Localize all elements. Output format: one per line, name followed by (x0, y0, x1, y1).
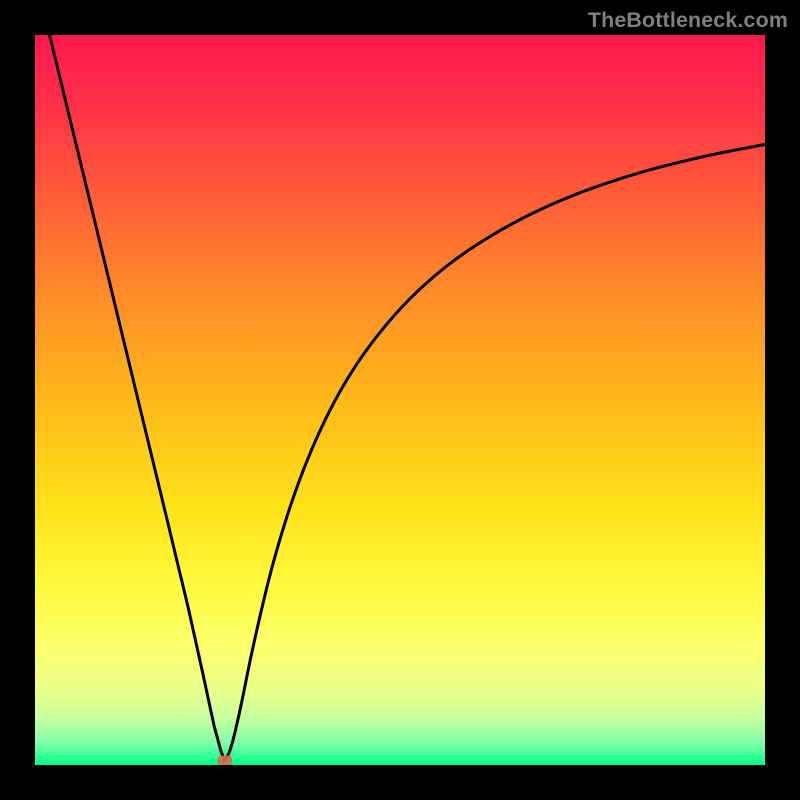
minimum-marker (218, 756, 233, 765)
curve-layer (35, 35, 765, 765)
plot-area (35, 35, 765, 765)
chart-frame: TheBottleneck.com (0, 0, 800, 800)
bottleneck-curve (50, 35, 765, 761)
watermark-text: TheBottleneck.com (588, 8, 788, 33)
